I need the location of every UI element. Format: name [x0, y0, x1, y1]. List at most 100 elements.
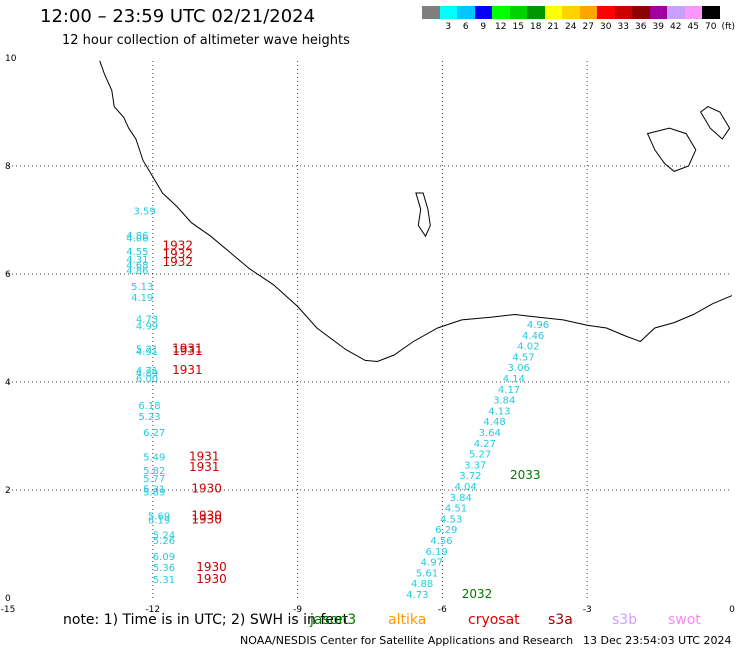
legend-swatch — [439, 6, 457, 19]
y-tick-label: 2 — [5, 486, 11, 496]
legend-label: 18 — [530, 22, 542, 32]
y-tick-label: 0 — [5, 594, 11, 604]
wave-height-obs: 5.82 — [143, 466, 165, 477]
generation-timestamp: 13 Dec 23:54:03 UTC 2024 — [583, 634, 732, 647]
legend-label: 45 — [687, 22, 699, 32]
legend-bin — [422, 6, 440, 32]
legend-label: 39 — [652, 22, 664, 32]
legend-bin: 33 — [614, 6, 632, 32]
x-tick-label: -15 — [1, 605, 16, 615]
pass-time-label: 1930 — [196, 560, 227, 574]
legend-swatch — [544, 6, 562, 19]
legend-swatch — [684, 6, 702, 19]
legend-swatch — [457, 6, 475, 19]
legend-bin: 45 — [684, 6, 702, 32]
wave-height-obs: 6.09 — [153, 552, 175, 563]
wave-height-obs: 4.46 — [522, 331, 544, 342]
wave-height-obs: 6.00 — [136, 374, 158, 385]
x-tick-label: -6 — [438, 605, 447, 615]
satellite-label: altika — [388, 612, 427, 628]
pass-time-label: 1931 — [172, 344, 203, 358]
wave-height-obs: 4.04 — [454, 482, 476, 493]
y-tick-label: 8 — [5, 162, 11, 172]
legend-label: 6 — [462, 22, 469, 32]
pass-time-label: 1930 — [196, 572, 227, 586]
footer-note: note: 1) Time is in UTC; 2) SWH is in fe… — [63, 612, 349, 628]
satellite-label: s3b — [612, 612, 638, 628]
wave-height-obs: 5.24 — [153, 531, 175, 542]
wave-height-obs: 4.73 — [136, 315, 158, 326]
legend-label: 9 — [480, 22, 487, 32]
pass-time-label: 1932 — [162, 239, 193, 253]
legend-swatch — [702, 6, 720, 19]
wave-height-obs: 4.68 — [126, 261, 148, 272]
satellite-label: swot — [668, 612, 701, 628]
wave-height-obs: 4.31 — [126, 255, 148, 266]
legend-bin: 9 — [474, 6, 492, 32]
legend-label: 33 — [617, 22, 629, 32]
wave-height-obs: 4.89 — [136, 369, 158, 380]
wave-height-obs: 5.27 — [469, 450, 491, 461]
pass-time-label: 1931 — [189, 460, 220, 474]
satellite-label: jason3 — [310, 612, 357, 628]
wave-height-obs: 6.18 — [138, 401, 160, 412]
pass-time-label: 2033 — [510, 468, 541, 482]
legend-swatch — [422, 6, 440, 19]
legend-unit: (ft) — [721, 22, 736, 32]
legend-bin: 27 — [579, 6, 597, 32]
wave-height-obs: 6.27 — [143, 428, 165, 439]
legend-bin: 30 — [597, 6, 615, 32]
legend-bin: 6 — [457, 6, 475, 32]
wave-height-obs: 3.64 — [479, 428, 501, 439]
wave-height-obs: 4.56 — [430, 536, 452, 547]
satellite-label: cryosat — [468, 612, 520, 628]
wave-height-obs: 5.23 — [138, 412, 160, 423]
legend-label: 21 — [547, 22, 559, 32]
wave-height-obs: 4.17 — [498, 385, 520, 396]
color-legend: 3 6 9 12 15 18 21 24 27 30 33 36 39 42 45 70 (ft) — [422, 6, 735, 32]
wave-height-obs: 5.69 — [148, 512, 170, 523]
x-tick-label: 0 — [729, 605, 735, 615]
legend-swatch — [614, 6, 632, 19]
y-tick-label: 10 — [5, 54, 17, 64]
legend-bin: 18 — [527, 6, 545, 32]
pass-time-label: 1932 — [162, 247, 193, 261]
legend-swatch — [579, 6, 597, 19]
x-tick-label: -9 — [293, 605, 302, 615]
wave-height-obs: 4.91 — [136, 347, 158, 358]
wave-height-obs: 4.19 — [131, 293, 153, 304]
legend-label: 24 — [565, 22, 577, 32]
wave-height-obs: 4.73 — [406, 590, 428, 601]
wave-height-obs: 5.31 — [143, 485, 165, 496]
wave-height-obs: 4.14 — [503, 374, 525, 385]
wave-height-obs: 5.13 — [131, 282, 153, 293]
wave-height-obs: 4.86 — [126, 231, 148, 242]
credit-line: NOAA/NESDIS Center for Satellite Applica… — [240, 634, 574, 647]
wave-height-obs: 4.57 — [512, 352, 534, 363]
wave-height-obs: 4.86 — [126, 266, 148, 277]
pass-time-label: 1931 — [172, 363, 203, 377]
legend-swatch — [474, 6, 492, 19]
wave-height-obs: 4.55 — [126, 247, 148, 258]
wave-height-obs: 4.97 — [421, 558, 443, 569]
coastline — [99, 60, 733, 363]
pass-time-labels: 1932193219321931193119311931193119301930… — [162, 239, 540, 601]
legend-swatch — [597, 6, 615, 19]
wave-height-obs: 5.31 — [153, 575, 175, 586]
legend-swatch — [562, 6, 580, 19]
lake-outline — [646, 127, 697, 172]
legend-swatch — [632, 6, 650, 19]
legend-label: 30 — [600, 22, 612, 32]
pass-time-label: 1931 — [189, 449, 220, 463]
wave-height-obs: 5.26 — [153, 536, 175, 547]
wave-height-obs: 3.72 — [459, 471, 481, 482]
legend-label: 36 — [635, 22, 647, 32]
legend-bin: 42 — [667, 6, 685, 32]
wave-height-obs: 4.51 — [445, 504, 467, 515]
wave-height-obs: 4.06 — [126, 234, 148, 245]
map-subtitle: 12 hour collection of altimeter wave hei… — [62, 33, 350, 48]
coastline-path — [99, 60, 733, 363]
satellite-label: s3a — [548, 612, 573, 628]
legend-bin: 12 — [492, 6, 510, 32]
